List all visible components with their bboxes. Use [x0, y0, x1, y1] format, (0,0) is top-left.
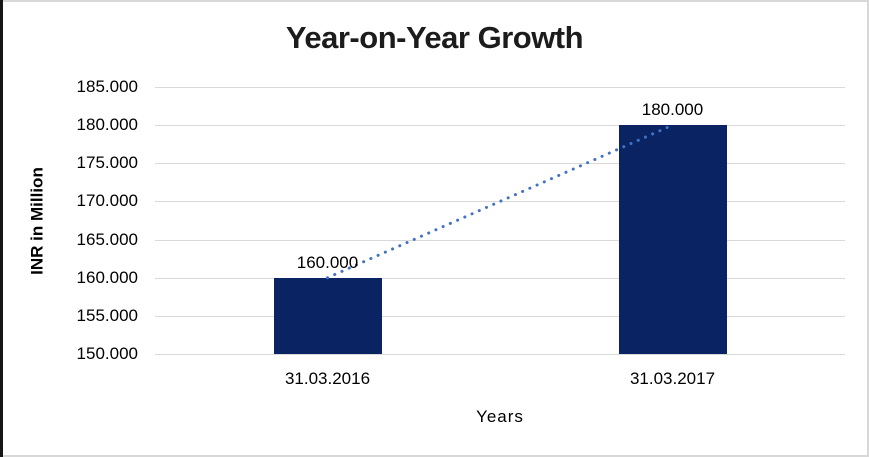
chart-left-border	[0, 0, 3, 457]
gridline	[155, 354, 845, 355]
gridline	[155, 316, 845, 317]
y-tick-label: 175.000	[76, 153, 138, 172]
chart-title: Year-on-Year Growth	[285, 20, 584, 55]
gridline	[155, 240, 845, 241]
x-category-label: 31.03.2017	[629, 369, 716, 388]
y-tick-label: 185.000	[76, 77, 138, 96]
y-tick-label: 180.000	[76, 115, 138, 134]
bar-31.03.2016	[273, 277, 382, 354]
bar-value-label: 180.000	[641, 100, 704, 120]
bar-31.03.2017	[618, 125, 727, 354]
x-category-label: 31.03.2016	[284, 369, 371, 388]
bar-value-label: 160.000	[296, 252, 359, 272]
gridline	[155, 163, 845, 164]
gridline	[155, 278, 845, 279]
gridline	[155, 125, 845, 126]
trendline	[326, 123, 674, 280]
y-tick-label: 150.000	[76, 344, 138, 363]
x-axis-title: Years	[476, 407, 524, 426]
y-tick-label: 160.000	[76, 268, 138, 287]
y-tick-label: 155.000	[76, 306, 138, 325]
y-tick-label: 170.000	[76, 191, 138, 210]
gridline	[155, 87, 845, 88]
y-tick-label: 165.000	[76, 230, 138, 249]
trendline-segment	[326, 123, 674, 280]
